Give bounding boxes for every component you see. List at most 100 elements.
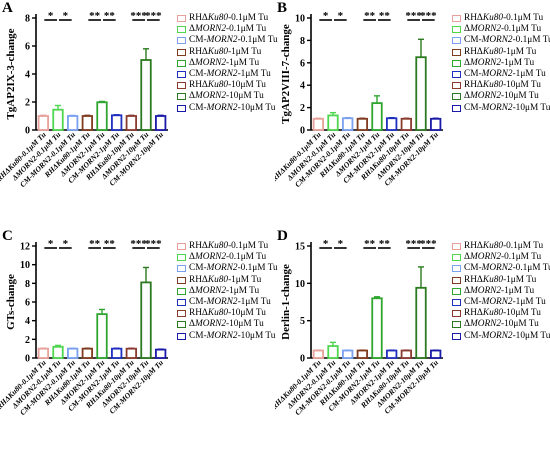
legend-swatch [177,71,186,79]
legend-entry: ΔMORN2-10μM Tu [452,319,550,330]
legend-swatch [177,299,186,307]
panel-b: B 0 2 4 6 8 10 TgAP2VIII-7-change * * ** ** *** *** R… [275,0,550,228]
bar [371,102,383,131]
legend-swatch [177,104,186,112]
legend-swatch [177,276,186,284]
significance-label: ** [89,238,101,250]
y-tick-label: 15 [295,242,305,253]
bar [96,101,108,131]
significance-label: *** [405,10,422,22]
bar [81,347,93,359]
bar [111,114,123,131]
legend-label: CM-MORN2-10μM Tu [189,330,276,341]
bar [386,349,398,359]
legend-label: ΔMORN2-1μM Tu [464,57,535,68]
legend-label: RHΔKu80-0.1μM Tu [189,13,269,23]
bar [342,117,354,131]
legend-label: CM-MORN2-1μM Tu [464,68,546,79]
legend-entry: RHΔKu80-10μM Tu [177,80,278,91]
bar [415,286,427,359]
legend-swatch [177,37,186,45]
legend-label: ΔMORN2-0.1μM Tu [189,252,267,263]
legend-entry: RHΔKu80-0.1μM Tu [452,13,550,24]
bar [415,56,427,131]
significance-label: ** [379,10,391,22]
bar [111,347,123,359]
legend-entry: CM-MORN2-1μM Tu [177,69,278,80]
legend-swatch [177,287,186,295]
legend-label: RHΔKu80-10μM Tu [189,80,266,91]
legend-label: RHΔKu80-10μM Tu [464,308,541,319]
y-axis-label: TgAP2IX-3-change [5,28,17,119]
legend-swatch [452,59,461,67]
legend-label: RHΔKu80-1μM Tu [189,46,262,57]
significance-label: *** [420,10,437,22]
legend-entry: RHΔKu80-1μM Tu [452,275,550,286]
legend-swatch [452,287,461,295]
legend-label: CM-MORN2-10μM Tu [464,330,550,341]
bar [371,297,383,359]
bar [155,348,167,359]
panel-label: D [277,228,288,244]
bar [400,349,412,359]
y-tick-label: 10 [295,14,305,25]
legend-entry: RHΔKu80-0.1μM Tu [177,13,278,24]
bar [125,347,137,359]
y-axis-label: Derlin-1-change [280,264,292,340]
y-axis-label: GTs-change [5,274,17,330]
legend-swatch [177,93,186,101]
panel-label: B [277,0,288,16]
y-tick-label: 0 [25,126,30,137]
bar [37,115,49,131]
y-tick-label: 4 [25,316,30,327]
significance-label: *** [145,238,162,250]
legend-swatch [452,26,461,34]
legend-entry: CM-MORN2-10μM Tu [177,103,278,114]
legend-entry: ΔMORN2-10μM Tu [452,91,550,102]
legend-label: ΔMORN2-0.1μM Tu [464,252,542,263]
legend-label: ΔMORN2-10μM Tu [189,91,264,102]
bar [96,313,108,359]
legend-label: ΔMORN2-1μM Tu [189,285,260,296]
y-tick-label: 8 [25,14,30,25]
y-tick-label: 6 [300,58,305,69]
legend-entry: ΔMORN2-1μM Tu [452,58,550,69]
legend-label: CM-MORN2-10μM Tu [464,102,550,113]
legend-label: RHΔKu80-0.1μM Tu [189,241,269,251]
legend-swatch [452,276,461,284]
legend-entry: ΔMORN2-1μM Tu [177,286,278,297]
legend: RHΔKu80-0.1μM Tu ΔMORN2-0.1μM Tu CM-MORN2-… [452,241,550,342]
significance-label: * [63,238,69,250]
legend-entry: CM-MORN2-0.1μM Tu [177,35,278,46]
bar [356,117,368,131]
significance-label: * [48,10,54,22]
legend: RHΔKu80-0.1μM Tu ΔMORN2-0.1μM Tu CM-MORN2-… [452,13,550,114]
bar [386,117,398,131]
panel-label: A [2,0,13,16]
bar [312,349,324,359]
legend-entry: ΔMORN2-1μM Tu [452,286,550,297]
legend-swatch [177,310,186,318]
y-tick-label: 6 [25,298,30,309]
y-tick-label: 5 [300,316,305,327]
legend-entry: CM-MORN2-10μM Tu [452,103,550,114]
bar [155,115,167,131]
legend-label: CM-MORN2-0.1μM Tu [464,35,550,46]
legend-entry: RHΔKu80-0.1μM Tu [452,241,550,252]
legend-label: RHΔKu80-10μM Tu [189,308,266,319]
legend-swatch [452,243,461,251]
legend-entry: ΔMORN2-0.1μM Tu [177,24,278,35]
legend-entry: CM-MORN2-0.1μM Tu [452,35,550,46]
legend-swatch [452,299,461,307]
bar [312,117,324,131]
bar [327,114,339,131]
significance-label: * [323,10,329,22]
legend-swatch [452,15,461,23]
significance-label: *** [145,10,162,22]
y-tick-label: 12 [20,242,30,253]
bar [140,59,152,131]
legend-swatch [177,332,186,340]
legend-swatch [452,71,461,79]
legend: RHΔKu80-0.1μM Tu ΔMORN2-0.1μM Tu CM-MORN2-… [177,241,278,342]
bar [37,347,49,359]
